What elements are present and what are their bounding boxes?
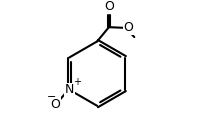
Text: +: + bbox=[73, 77, 81, 87]
Text: N: N bbox=[65, 83, 74, 96]
Text: O: O bbox=[124, 21, 134, 34]
Text: −: − bbox=[47, 92, 56, 102]
Text: O: O bbox=[104, 0, 114, 13]
Text: O: O bbox=[50, 98, 60, 111]
